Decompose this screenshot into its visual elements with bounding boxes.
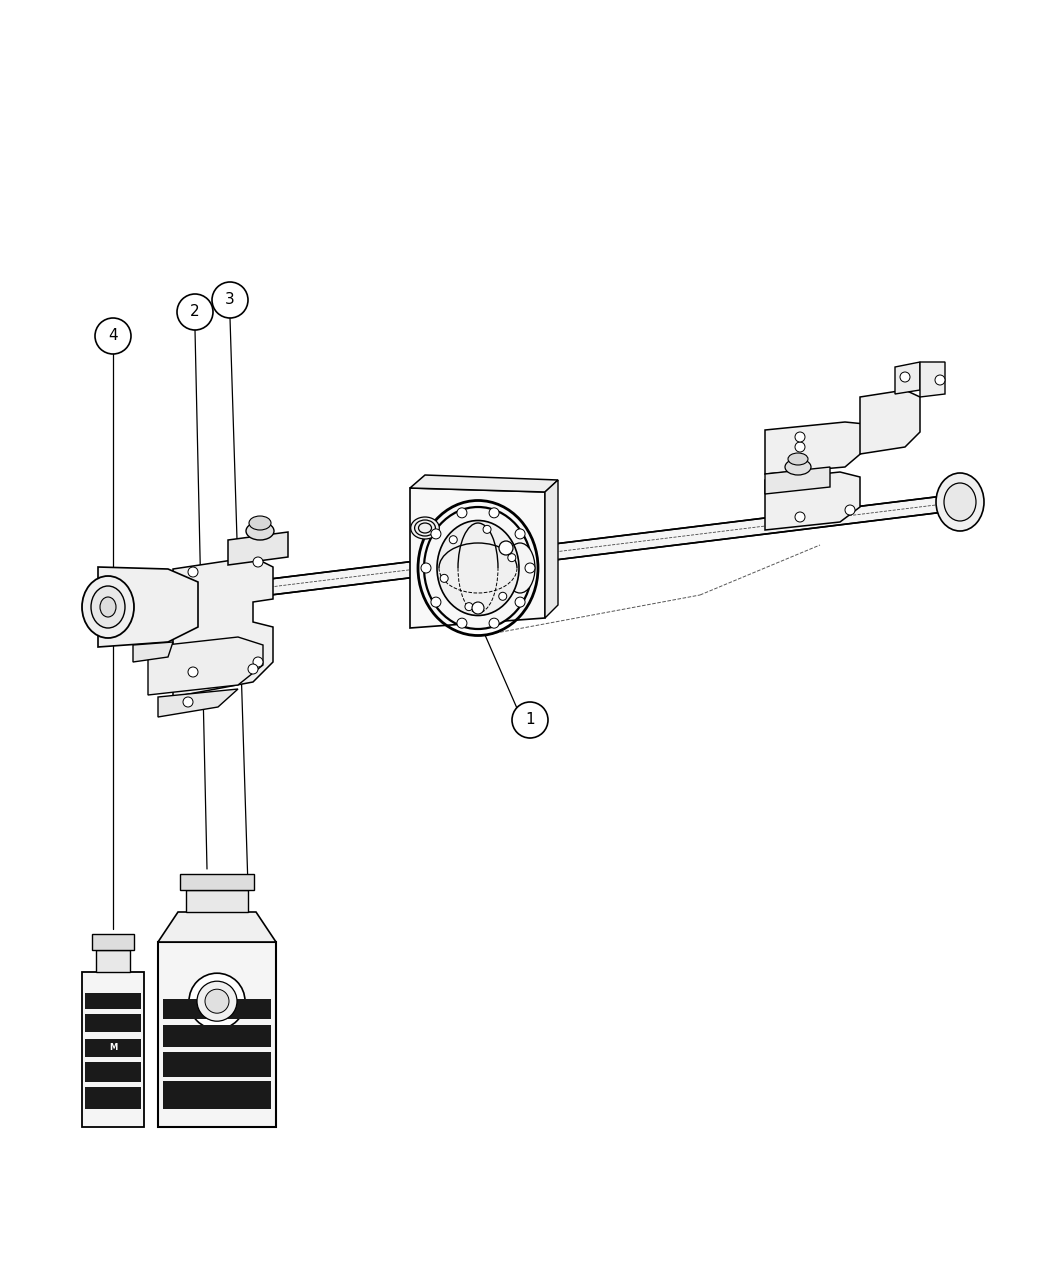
Circle shape — [189, 973, 245, 1029]
Polygon shape — [98, 567, 198, 646]
Circle shape — [212, 282, 248, 317]
Polygon shape — [228, 532, 288, 565]
Circle shape — [900, 372, 910, 382]
Polygon shape — [107, 493, 961, 615]
Text: 1: 1 — [525, 713, 534, 728]
Polygon shape — [163, 1081, 271, 1109]
Ellipse shape — [424, 507, 532, 629]
Polygon shape — [133, 643, 173, 662]
Circle shape — [183, 697, 193, 708]
Circle shape — [253, 657, 262, 667]
Polygon shape — [920, 362, 945, 397]
Circle shape — [516, 597, 525, 607]
Polygon shape — [765, 422, 865, 474]
Circle shape — [253, 557, 262, 567]
Ellipse shape — [785, 459, 811, 476]
Polygon shape — [85, 1014, 141, 1031]
Polygon shape — [92, 935, 134, 950]
Circle shape — [465, 603, 472, 611]
Circle shape — [512, 703, 548, 738]
Polygon shape — [85, 993, 141, 1009]
Polygon shape — [765, 467, 830, 493]
Circle shape — [205, 989, 229, 1014]
Ellipse shape — [419, 523, 432, 533]
Circle shape — [430, 597, 441, 607]
Ellipse shape — [505, 543, 536, 593]
Ellipse shape — [788, 453, 808, 465]
Circle shape — [845, 505, 855, 515]
Circle shape — [197, 982, 237, 1021]
Ellipse shape — [249, 516, 271, 530]
Circle shape — [472, 602, 484, 615]
Polygon shape — [410, 476, 558, 492]
Circle shape — [795, 513, 805, 521]
Polygon shape — [158, 942, 276, 1127]
Polygon shape — [545, 479, 558, 618]
Circle shape — [440, 574, 448, 583]
Ellipse shape — [944, 483, 977, 521]
Circle shape — [177, 295, 213, 330]
Circle shape — [525, 564, 536, 572]
Circle shape — [508, 553, 516, 562]
Ellipse shape — [437, 520, 519, 616]
Circle shape — [94, 317, 131, 354]
Polygon shape — [158, 912, 276, 942]
Polygon shape — [173, 557, 273, 697]
Ellipse shape — [100, 597, 116, 617]
Circle shape — [934, 375, 945, 385]
Circle shape — [499, 541, 513, 555]
Circle shape — [248, 664, 258, 674]
Circle shape — [430, 529, 441, 539]
Polygon shape — [82, 972, 144, 1127]
Circle shape — [499, 593, 507, 601]
Text: 4: 4 — [108, 329, 118, 343]
Polygon shape — [186, 890, 248, 912]
Ellipse shape — [246, 521, 274, 541]
Text: 3: 3 — [225, 292, 235, 307]
Circle shape — [489, 507, 499, 518]
Polygon shape — [85, 1062, 141, 1082]
Circle shape — [483, 525, 491, 533]
Circle shape — [188, 567, 198, 578]
Text: M: M — [109, 1043, 118, 1052]
Circle shape — [449, 536, 457, 543]
Circle shape — [795, 442, 805, 453]
Polygon shape — [96, 950, 130, 972]
Ellipse shape — [415, 520, 436, 536]
Circle shape — [516, 529, 525, 539]
Polygon shape — [860, 390, 920, 454]
Polygon shape — [148, 638, 262, 695]
Polygon shape — [410, 488, 545, 629]
Ellipse shape — [936, 473, 984, 530]
Polygon shape — [158, 688, 238, 717]
Polygon shape — [765, 472, 860, 530]
Text: 2: 2 — [190, 305, 200, 320]
Polygon shape — [180, 873, 254, 890]
Circle shape — [421, 564, 430, 572]
Ellipse shape — [91, 586, 125, 629]
Circle shape — [795, 432, 805, 442]
Circle shape — [188, 667, 198, 677]
Circle shape — [489, 618, 499, 629]
Circle shape — [457, 618, 467, 629]
Polygon shape — [163, 1052, 271, 1077]
Polygon shape — [895, 362, 920, 394]
Ellipse shape — [82, 576, 134, 638]
Polygon shape — [163, 1000, 271, 1019]
Polygon shape — [163, 1025, 271, 1047]
Polygon shape — [85, 1088, 141, 1109]
Polygon shape — [85, 1039, 141, 1057]
Ellipse shape — [411, 516, 439, 539]
Circle shape — [457, 507, 467, 518]
